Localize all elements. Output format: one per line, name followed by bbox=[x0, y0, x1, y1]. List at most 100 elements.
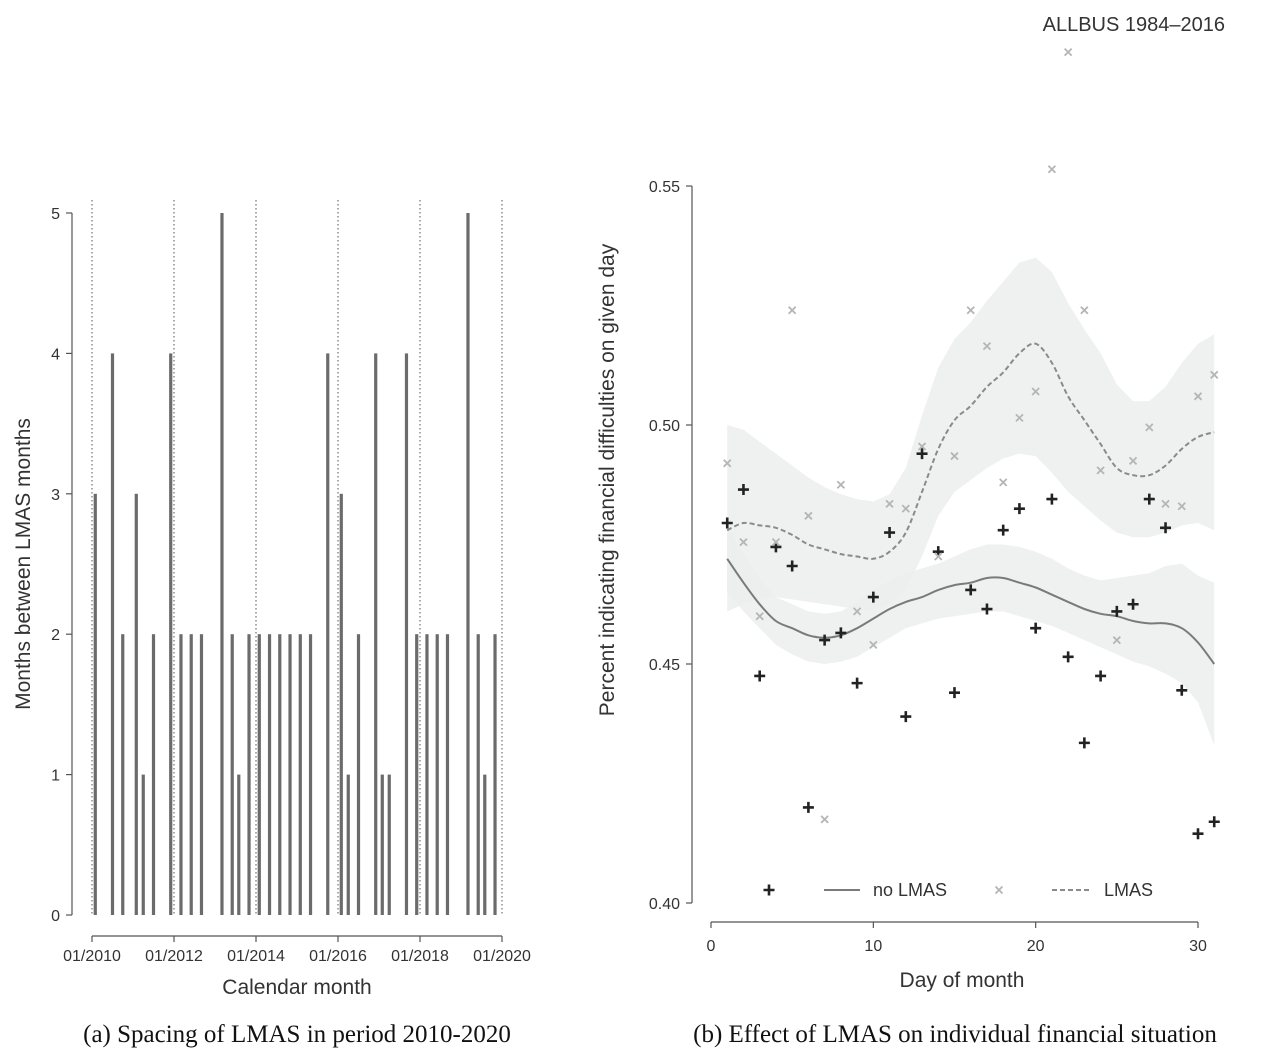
b-point-no-lmas bbox=[900, 711, 912, 723]
a-bar bbox=[425, 634, 429, 915]
b-point-no-lmas bbox=[1208, 816, 1220, 828]
a-bar bbox=[267, 634, 272, 915]
a-x-tick-label: 01/2016 bbox=[309, 948, 367, 965]
a-bar bbox=[493, 634, 497, 915]
legend-label-lmas: LMAS bbox=[1104, 880, 1153, 900]
b-point-lmas bbox=[999, 478, 1008, 487]
b-point-no-lmas bbox=[851, 677, 863, 689]
b-point-no-lmas bbox=[1160, 522, 1172, 534]
b-point-lmas bbox=[755, 612, 764, 621]
a-bar bbox=[356, 634, 361, 915]
b-point-no-lmas bbox=[737, 484, 749, 496]
b-point-lmas bbox=[820, 815, 829, 824]
a-bar bbox=[110, 353, 115, 915]
legend-plus-marker bbox=[763, 884, 775, 896]
b-point-lmas bbox=[1096, 466, 1105, 475]
b-point-no-lmas bbox=[981, 603, 993, 615]
b-point-lmas bbox=[1145, 423, 1154, 432]
a-bar bbox=[121, 634, 125, 915]
b-x-ticks: 0 10 20 30 bbox=[707, 922, 1207, 955]
b-point-no-lmas bbox=[1111, 605, 1123, 617]
b-point-no-lmas bbox=[1062, 651, 1074, 663]
b-point-no-lmas bbox=[1030, 622, 1042, 634]
b-y-axis-label: Percent indicating financial difficultie… bbox=[596, 243, 619, 716]
b-point-no-lmas bbox=[965, 584, 977, 596]
b-caption: (b) Effect of LMAS on individual financi… bbox=[693, 1021, 1217, 1048]
b-point-lmas bbox=[1128, 456, 1138, 465]
a-bar bbox=[483, 774, 487, 915]
b-data-points bbox=[721, 48, 1220, 840]
b-point-lmas bbox=[836, 480, 846, 489]
b-point-lmas bbox=[1031, 387, 1040, 396]
b-point-lmas bbox=[739, 537, 748, 547]
a-bar bbox=[298, 634, 302, 915]
b-title: ALLBUS 1984–2016 bbox=[1043, 14, 1225, 36]
a-y-tick-label: 0 bbox=[51, 908, 60, 925]
a-bar bbox=[278, 634, 282, 915]
b-point-no-lmas bbox=[867, 591, 879, 603]
b-point-no-lmas bbox=[802, 801, 814, 813]
b-x-tick-label: 0 bbox=[707, 938, 716, 955]
b-point-no-lmas bbox=[916, 448, 928, 460]
a-y-tick-label: 3 bbox=[51, 487, 60, 504]
a-y-tick-label: 5 bbox=[51, 206, 60, 223]
b-point-lmas bbox=[934, 552, 943, 561]
b-point-lmas bbox=[1193, 392, 1203, 401]
b-point-no-lmas bbox=[1192, 828, 1204, 840]
a-x-tick-label: 01/2018 bbox=[391, 948, 449, 965]
b-ci-band-lmas bbox=[727, 257, 1215, 612]
b-point-lmas bbox=[1177, 502, 1186, 511]
b-point-lmas bbox=[885, 499, 894, 509]
b-point-lmas bbox=[1161, 499, 1170, 509]
b-y-ticks: 0.40 0.45 0.50 0.55 bbox=[649, 179, 692, 913]
b-point-lmas bbox=[982, 341, 992, 351]
a-bar bbox=[288, 634, 292, 915]
b-y-tick-label: 0.40 bbox=[649, 896, 680, 913]
a-bar bbox=[230, 634, 234, 915]
a-y-ticks: 0 1 2 3 4 5 bbox=[51, 206, 72, 925]
b-ci-band-no-lmas bbox=[727, 525, 1215, 746]
a-x-tick-label: 01/2020 bbox=[473, 948, 531, 965]
a-bar bbox=[199, 634, 204, 915]
a-x-tick-label: 01/2010 bbox=[63, 948, 121, 965]
a-caption: (a) Spacing of LMAS in period 2010-2020 bbox=[83, 1021, 511, 1048]
b-point-no-lmas bbox=[721, 517, 733, 529]
b-point-no-lmas bbox=[1127, 598, 1139, 610]
a-bar bbox=[141, 774, 145, 915]
b-point-no-lmas bbox=[819, 634, 831, 646]
a-bar bbox=[169, 353, 173, 915]
b-point-no-lmas bbox=[997, 524, 1009, 536]
b-x-tick-label: 30 bbox=[1189, 938, 1207, 955]
a-bar bbox=[220, 213, 224, 915]
b-point-no-lmas bbox=[835, 627, 847, 639]
b-fit-line-no-lmas bbox=[726, 558, 1216, 665]
b-point-lmas bbox=[771, 537, 781, 547]
legend-x-marker bbox=[994, 885, 1004, 895]
b-y-tick-label: 0.55 bbox=[649, 179, 680, 196]
a-y-tick-label: 1 bbox=[51, 768, 60, 785]
b-point-no-lmas bbox=[884, 527, 896, 539]
a-bar bbox=[445, 634, 450, 915]
b-point-lmas bbox=[852, 607, 862, 616]
a-x-axis-label: Calendar month bbox=[222, 976, 371, 999]
b-y-tick-label: 0.45 bbox=[649, 657, 680, 674]
b-point-no-lmas bbox=[1143, 493, 1155, 505]
b-point-lmas bbox=[1015, 413, 1024, 422]
a-bar bbox=[179, 634, 183, 915]
b-confidence-bands bbox=[727, 257, 1215, 746]
b-point-lmas bbox=[1063, 48, 1073, 57]
a-bar bbox=[380, 774, 384, 915]
b-y-tick-label: 0.50 bbox=[649, 418, 680, 435]
b-fit-line-lmas bbox=[726, 342, 1215, 560]
b-point-no-lmas bbox=[786, 560, 798, 572]
b-point-lmas bbox=[1080, 306, 1089, 315]
legend-label-no-lmas: no LMAS bbox=[873, 880, 947, 900]
a-y-axis-label: Months between LMAS months bbox=[12, 418, 35, 710]
b-point-lmas bbox=[1112, 635, 1121, 645]
a-bar bbox=[415, 634, 419, 915]
b-point-no-lmas bbox=[1176, 684, 1188, 696]
a-bar bbox=[435, 634, 439, 915]
b-point-lmas bbox=[723, 459, 732, 468]
